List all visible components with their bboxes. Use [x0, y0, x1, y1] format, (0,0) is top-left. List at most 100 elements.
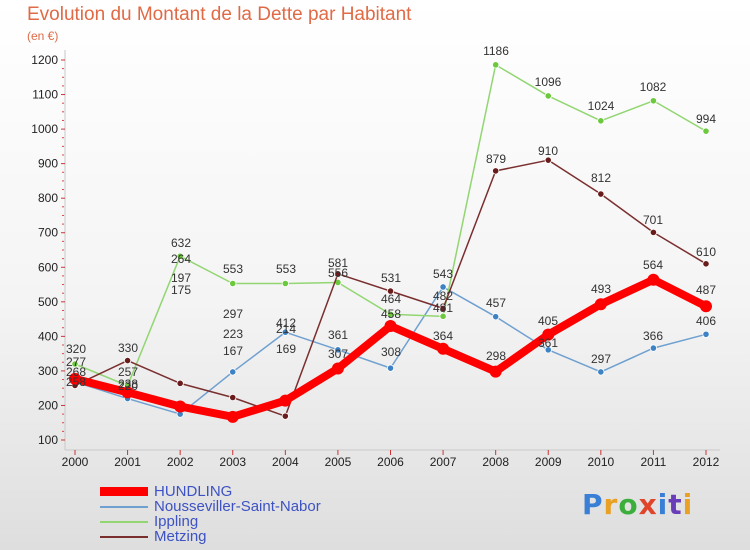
data-label: 531 [381, 271, 401, 285]
data-label: 197 [171, 271, 191, 285]
x-tick-label: 2006 [377, 455, 404, 469]
data-label: 581 [328, 256, 348, 270]
y-tick-label: 200 [38, 398, 58, 412]
legend-label: Metzing [154, 528, 207, 545]
data-label: 458 [381, 307, 401, 321]
data-label: 364 [433, 329, 453, 343]
y-tick-label: 900 [38, 157, 58, 171]
data-label: 553 [223, 262, 243, 276]
data-label: 487 [696, 283, 716, 297]
logo-letter: t [668, 488, 683, 521]
data-label: 361 [538, 336, 558, 350]
data-point [542, 328, 555, 341]
x-tick-label: 2011 [641, 455, 667, 469]
chart-title: Evolution du Montant de la Dette par Hab… [27, 4, 412, 25]
data-label: 1082 [640, 80, 667, 94]
x-tick-label: 2003 [219, 455, 246, 469]
x-tick-label: 2000 [62, 455, 89, 469]
data-label: 564 [643, 258, 663, 272]
data-label: 268 [66, 365, 86, 379]
data-label: 610 [696, 245, 716, 259]
data-label: 879 [486, 152, 506, 166]
data-label: 812 [591, 171, 611, 185]
data-label: 220 [118, 379, 138, 393]
data-point [384, 320, 397, 332]
data-point [492, 313, 500, 321]
x-tick-label: 2005 [325, 455, 352, 469]
data-point [702, 330, 710, 338]
data-point [492, 167, 500, 175]
data-point [331, 362, 344, 375]
logo-letter: r [603, 488, 619, 521]
legend-swatch [100, 520, 148, 523]
data-point [281, 328, 289, 336]
legend-label: Nousseviller-Saint-Nabor [154, 498, 321, 515]
legend-item-hundling: HUNDLING [100, 484, 321, 499]
data-label: 632 [171, 236, 191, 250]
y-tick-label: 700 [38, 226, 58, 240]
data-label: 1024 [588, 99, 615, 113]
data-point [386, 310, 395, 318]
data-label: 297 [223, 307, 243, 321]
data-point [334, 346, 342, 354]
data-point [439, 304, 447, 312]
logo-letter: o [618, 488, 639, 521]
proxiti-logo: Proxiti [582, 488, 693, 521]
data-point [544, 346, 552, 354]
data-label: 223 [223, 327, 243, 341]
x-tick-label: 2001 [114, 455, 141, 469]
data-point [69, 372, 81, 385]
y-tick-label: 500 [38, 295, 58, 309]
legend-swatch [100, 505, 148, 508]
data-point [281, 412, 289, 420]
x-tick-label: 2012 [693, 455, 720, 469]
x-tick-label: 2009 [535, 455, 562, 469]
data-point [649, 344, 658, 352]
data-label: 910 [538, 144, 558, 158]
y-tick-label: 600 [38, 260, 58, 274]
legend-swatch [100, 487, 148, 496]
data-point [544, 156, 552, 164]
data-point [647, 273, 660, 286]
data-point [71, 360, 79, 368]
data-point [702, 127, 710, 135]
data-point [594, 298, 607, 311]
data-point [229, 368, 237, 376]
data-label: 238 [118, 377, 138, 391]
legend-label: HUNDLING [154, 483, 233, 500]
data-label: 701 [643, 213, 663, 227]
data-point [174, 400, 187, 413]
logo-letter: i [682, 488, 694, 521]
data-label: 1096 [535, 75, 562, 89]
data-point [121, 386, 134, 399]
data-label: 298 [486, 349, 506, 363]
data-point [229, 279, 237, 288]
data-label: 214 [276, 322, 296, 336]
data-label: 481 [433, 301, 453, 315]
data-point [281, 279, 289, 288]
logo-letter: i [657, 488, 669, 521]
data-label: 457 [486, 296, 506, 310]
y-tick-label: 100 [38, 433, 58, 447]
data-label: 412 [276, 316, 296, 330]
data-label: 308 [381, 345, 401, 359]
data-label: 167 [223, 344, 243, 358]
data-label: 493 [591, 282, 611, 296]
data-label: 277 [66, 355, 86, 369]
legend-item-ippling: Ippling [100, 514, 321, 529]
data-point [489, 365, 502, 378]
axes: 100 200 300 400 500 600 700 800 900 1000 1100 1200 2… [31, 50, 720, 469]
data-point [544, 92, 552, 100]
data-point [386, 364, 395, 372]
x-tick-label: 2004 [272, 455, 299, 469]
data-point [597, 117, 605, 125]
data-point [176, 252, 184, 260]
legend-swatch [100, 535, 148, 538]
data-label: 361 [328, 328, 348, 342]
legend: HUNDLING Nousseviller-Saint-Nabor Ipplin… [100, 484, 321, 544]
data-point [176, 379, 184, 387]
x-tick-label: 2008 [482, 455, 509, 469]
